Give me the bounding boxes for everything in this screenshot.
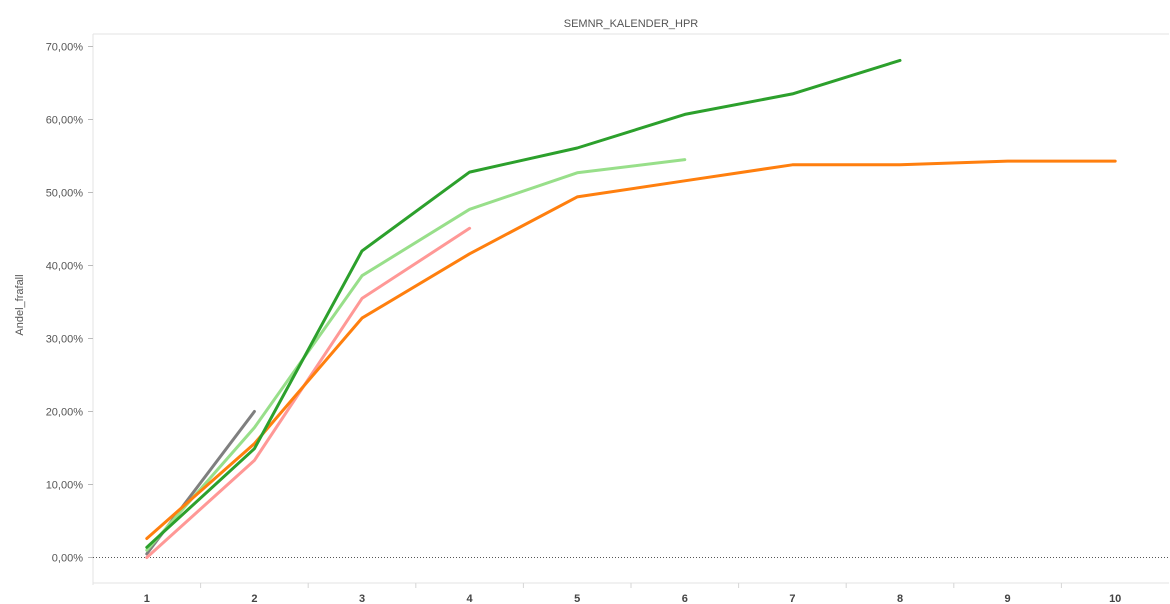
series-line-3 xyxy=(145,158,687,552)
series-line-5 xyxy=(145,58,902,549)
x-tick-label: 2 xyxy=(251,593,257,604)
y-tick-label: 20,00% xyxy=(46,407,84,419)
y-tick-label: 70,00% xyxy=(46,42,84,54)
y-tick-label: 40,00% xyxy=(46,261,84,273)
x-tick-label: 5 xyxy=(574,593,580,604)
x-tick-label: 8 xyxy=(897,593,903,604)
x-tick-label: 6 xyxy=(682,593,688,604)
series-line-4 xyxy=(145,159,1117,540)
plot-frame xyxy=(92,33,1169,585)
x-tick-label: 4 xyxy=(467,593,474,604)
y-tick-label: 30,00% xyxy=(46,334,84,346)
y-axis: 0,00% 10,00% 20,00% 30,00% 40,00% 50,00% 60,00… xyxy=(46,42,93,565)
x-tick-label: 10 xyxy=(1109,593,1121,604)
x-tick-label: 1 xyxy=(144,593,150,604)
y-tick-label: 10,00% xyxy=(46,480,84,492)
y-tick-label: 0,00% xyxy=(52,553,83,565)
series-lines xyxy=(145,58,1117,559)
x-axis: 1 2 3 4 5 6 7 8 9 10 xyxy=(144,583,1121,604)
x-tick-label: 9 xyxy=(1005,593,1011,604)
y-tick-label: 50,00% xyxy=(46,188,84,200)
x-tick-label: 3 xyxy=(359,593,365,604)
series-line-2 xyxy=(145,226,472,559)
x-axis-title: SEMNR_KALENDER_HPR xyxy=(564,18,699,30)
y-axis-title: Andel_frafall xyxy=(14,274,26,335)
x-tick-label: 7 xyxy=(789,593,795,604)
y-tick-label: 60,00% xyxy=(46,115,84,127)
